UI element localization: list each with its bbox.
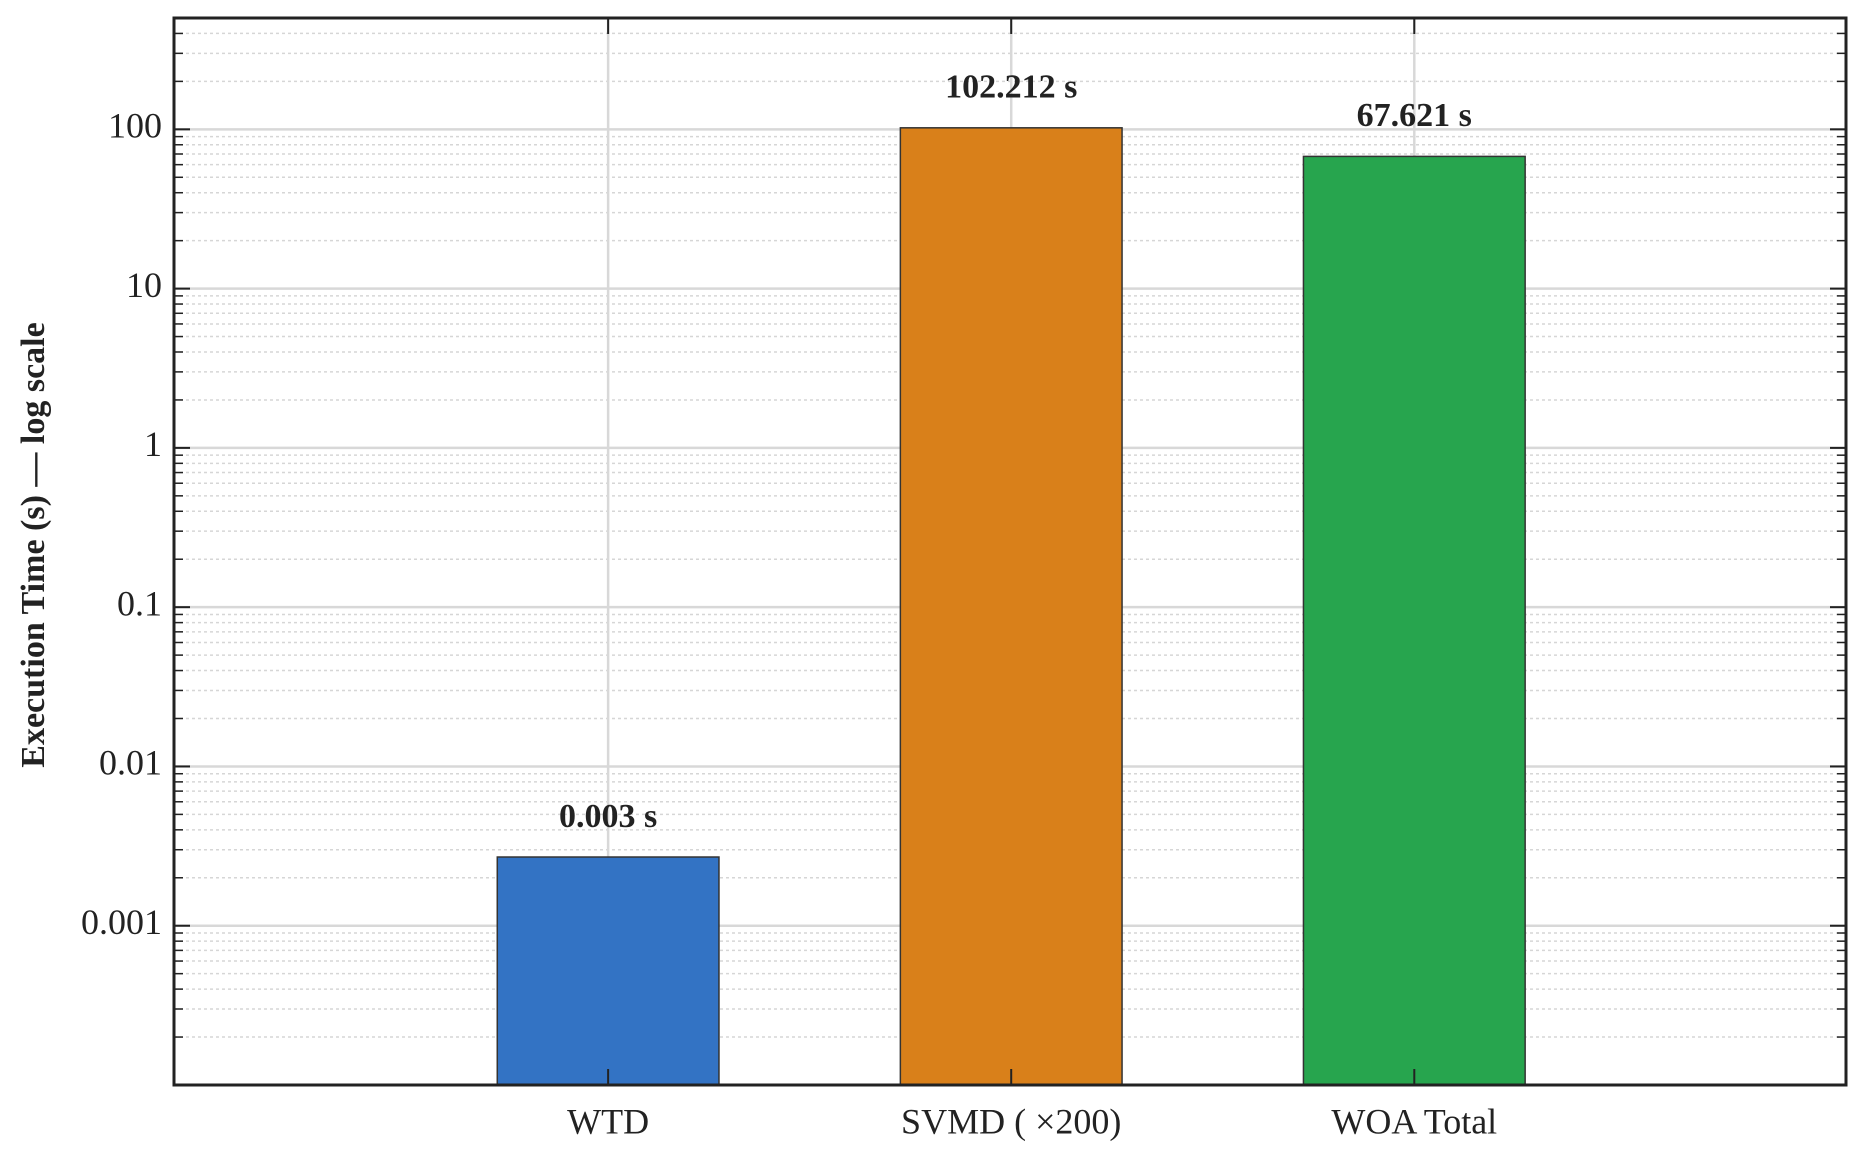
y-tick-label: 0.01 [99, 743, 162, 783]
bar [1302, 155, 1526, 1086]
value-label: 67.621 s [1357, 97, 1472, 134]
x-tick-label: WTD [567, 1101, 649, 1141]
value-label: 0.003 s [559, 798, 657, 835]
x-tick-label: SVMD ( ×200) [901, 1101, 1121, 1141]
y-tick-label: 1 [144, 424, 162, 464]
x-tick-label: WOA Total [1331, 1101, 1497, 1141]
y-tick-label: 100 [108, 106, 162, 146]
y-tick-label: 0.001 [81, 902, 162, 942]
y-axis-label: Execution Time (s) — log scale [15, 322, 52, 767]
bar [496, 856, 720, 1086]
plot-frame [172, 16, 1848, 1087]
bar [899, 127, 1123, 1086]
y-tick-label: 10 [126, 265, 162, 305]
y-tick-label: 0.1 [117, 583, 162, 623]
value-label: 102.212 s [945, 69, 1077, 106]
